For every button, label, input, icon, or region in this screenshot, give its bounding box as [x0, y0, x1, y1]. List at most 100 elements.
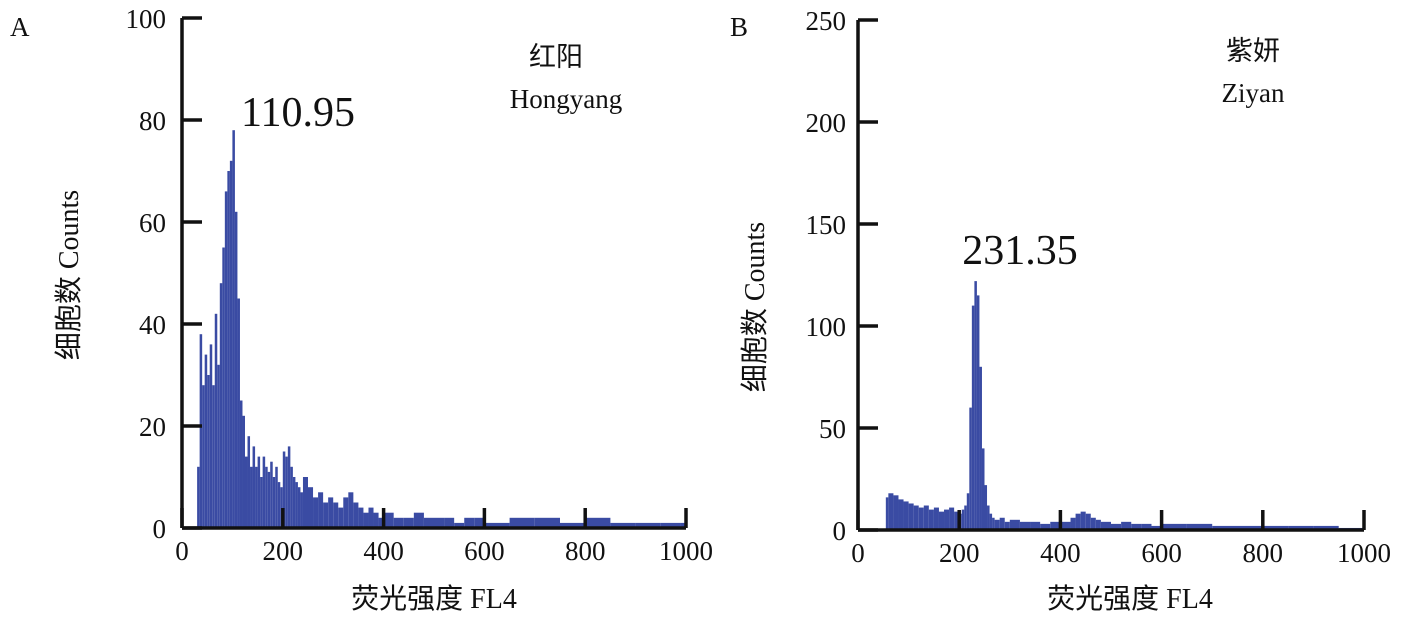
panel-a-bar: [323, 502, 329, 528]
panel-b-bar: [979, 366, 982, 530]
panel-b-bar: [1019, 521, 1031, 530]
panel-a-bar: [413, 512, 424, 528]
panel-a-bar: [275, 466, 278, 528]
panel-a-bar: [328, 497, 334, 528]
panel-a-bar: [454, 522, 465, 528]
panel-b-bar: [1030, 521, 1041, 530]
panel-a-bar: [434, 517, 445, 528]
panel-a-y-axis-title: 细胞数 Counts: [53, 190, 85, 360]
panel-a-bar: [318, 492, 324, 528]
panel-b-y-axis-title: 细胞数 Counts: [739, 222, 771, 392]
panel-b-bar: [1070, 517, 1076, 530]
panel-b-variety-en: Ziyan: [1222, 78, 1285, 108]
panel-a-bar: [313, 497, 319, 528]
panel-b-bar: [893, 495, 899, 530]
panel-a-bar: [509, 517, 535, 528]
panel-a-bar: [204, 354, 208, 528]
panel-a-bar: [212, 385, 215, 528]
panel-b-bar: [1161, 523, 1187, 530]
panel-a-x-tick-label: 0: [175, 536, 189, 566]
panel-b-bar: [984, 485, 988, 530]
panel-a-bar: [348, 492, 354, 528]
panel-b-bar: [1121, 521, 1132, 530]
panel-a-x-tick-label: 1000: [659, 536, 713, 566]
panel-b-bar: [1050, 521, 1061, 530]
panel-b-bar: [989, 513, 993, 530]
panel-a-bar: [252, 446, 256, 528]
panel-a-bar: [444, 517, 455, 528]
panel-a-bar: [484, 522, 510, 528]
panel-b-bar: [1131, 523, 1142, 530]
panel-a-y-tick-label: 20: [139, 412, 166, 442]
panel-a-y-tick-label: 100: [126, 4, 167, 34]
panel-a-bar: [234, 211, 238, 529]
panel-b-bar: [1288, 525, 1314, 530]
panel-a-bar: [199, 334, 203, 528]
panel-a-bar: [242, 415, 245, 528]
panel-b-bar: [928, 509, 934, 530]
panel-a-x-tick-label: 400: [363, 536, 404, 566]
panel-b-bar: [908, 503, 914, 530]
panel-b-y-tick-label: 50: [819, 414, 846, 444]
panel-b-bar: [1141, 523, 1152, 530]
panel-a-x-axis-title: 荧光强度 FL4: [351, 583, 517, 615]
panel-a-bar: [232, 130, 235, 528]
panel-a-peak-label: 110.95: [241, 90, 355, 136]
panel-b-variety-cn: 紫妍: [1226, 36, 1280, 66]
panel-a-x-tick-label: 200: [263, 536, 304, 566]
panel-a-bar: [403, 517, 414, 528]
panel-b-bar: [961, 509, 965, 530]
panel-b-bar: [974, 281, 977, 530]
panel-a-bar: [474, 517, 485, 528]
panel-b-peak-label: 231.35: [962, 228, 1078, 274]
panel-b-bar: [999, 517, 1005, 530]
panel-a-bar: [214, 313, 218, 528]
panel-a-bar: [247, 436, 251, 528]
panel-a-bar: [308, 487, 314, 528]
panel-b-letter: B: [730, 12, 748, 42]
panel-a-bar: [378, 517, 384, 528]
panel-a-x-tick-label: 800: [565, 536, 606, 566]
panel-b-bar: [976, 295, 980, 530]
panel-a: A 红阳 Hongyang 110.95 荧光强度 FL4 细胞数 Counts…: [10, 4, 713, 615]
panel-a-bar: [209, 344, 213, 528]
panel-b-x-tick-label: 0: [851, 538, 865, 568]
panel-a-bar: [660, 522, 681, 528]
panel-a-bar: [222, 247, 225, 528]
panel-a-y-tick-label: 80: [139, 106, 166, 136]
panel-a-bar: [560, 522, 586, 528]
panel-a-bar: [290, 466, 293, 528]
panel-a-bar: [383, 512, 394, 528]
panel-b-x-tick-label: 800: [1243, 538, 1284, 568]
panel-b-x-tick-label: 400: [1040, 538, 1081, 568]
panel-a-bar: [207, 375, 210, 528]
panel-b-bar: [1004, 521, 1010, 530]
panel-b-bar: [1111, 523, 1122, 530]
panel-b-bar: [1100, 521, 1111, 530]
panel-a-y-tick-label: 0: [153, 514, 167, 544]
panel-a-y-tick-label: 60: [139, 208, 166, 238]
panel-b-bar: [954, 511, 960, 530]
panel-a-bar: [300, 492, 303, 528]
panel-b-bar: [923, 505, 929, 530]
panel-b-bar: [981, 448, 985, 530]
panel-a-x-tick-label: 600: [464, 536, 505, 566]
panel-b-bar: [994, 519, 1000, 530]
panel-b-bar: [1075, 513, 1081, 530]
panel-a-bar: [393, 517, 404, 528]
panel-b-x-tick-label: 600: [1141, 538, 1182, 568]
panel-b-y-tick-label: 100: [806, 312, 847, 342]
panel-b-bar: [966, 493, 970, 530]
panel-b-y-tick-label: 150: [806, 210, 847, 240]
panel-a-bar: [302, 477, 308, 528]
panel-b-bar: [1060, 521, 1071, 530]
panel-a-bar: [255, 466, 258, 528]
panel-a-bar: [250, 466, 253, 528]
panel-a-bar: [292, 477, 296, 528]
panel-b-bar: [987, 505, 990, 530]
panel-a-bar: [680, 522, 686, 528]
panel-a-bar: [373, 512, 379, 528]
panel-a-bar: [265, 466, 268, 528]
panel-b-bar: [1237, 525, 1263, 530]
